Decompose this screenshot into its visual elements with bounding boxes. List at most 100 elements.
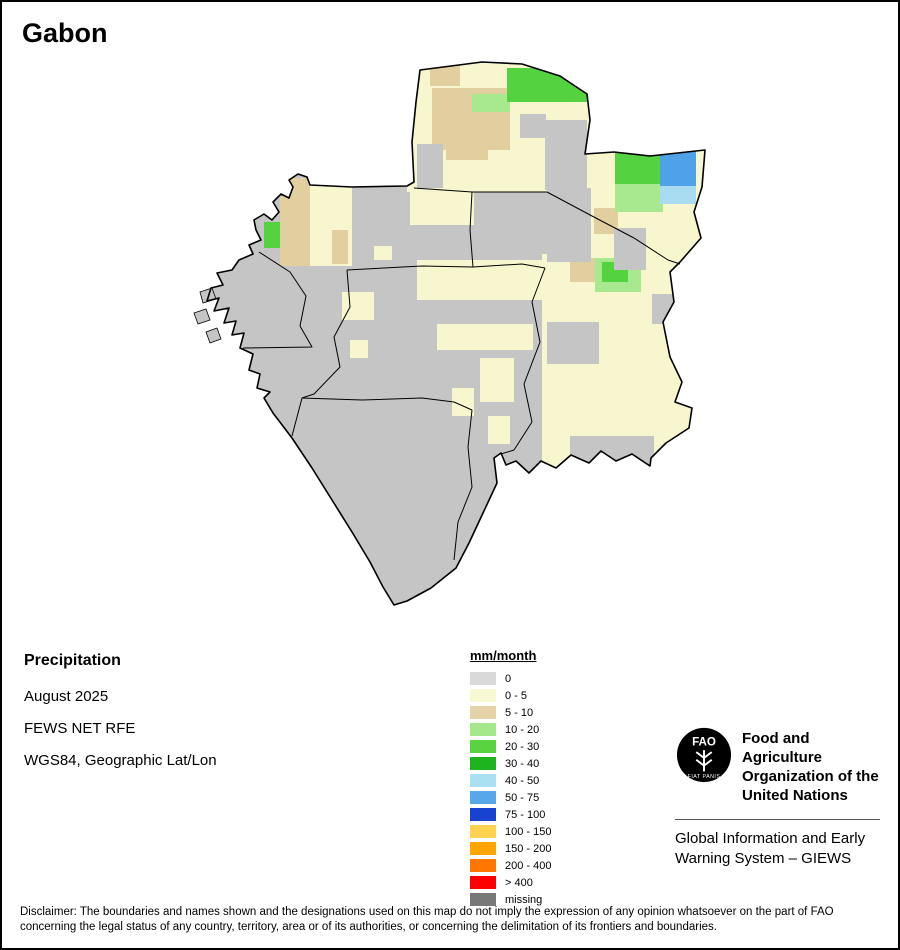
legend-swatch	[470, 672, 496, 685]
fao-name: Food and Agriculture Organization of the…	[742, 726, 887, 805]
giews-name: Global Information and Early Warning Sys…	[675, 829, 887, 869]
province-border	[500, 267, 546, 455]
brand-divider	[675, 819, 880, 820]
raster-cell	[430, 64, 460, 86]
legend-item: 30 - 40	[470, 755, 551, 772]
legend-label: 10 - 20	[505, 723, 540, 736]
legend-title: mm/month	[470, 648, 537, 663]
fao-name-line-3: United Nations	[742, 787, 848, 804]
legend-label: 40 - 50	[505, 774, 540, 787]
legend-item: 150 - 200	[470, 840, 551, 857]
legend-swatch	[470, 825, 496, 838]
legend-label: 100 - 150	[505, 825, 552, 838]
legend-swatch	[470, 808, 496, 821]
fao-logo-icon: FAO FIAT PANIS	[676, 727, 732, 783]
legend-swatch	[470, 689, 496, 702]
legend-label: 30 - 40	[505, 757, 540, 770]
legend-item: 75 - 100	[470, 806, 551, 823]
fao-name-line-2: Organization of the	[742, 768, 879, 785]
info-heading: Precipitation	[24, 652, 121, 669]
legend-swatch	[470, 859, 496, 872]
raster-cell	[547, 322, 599, 364]
legend-label: 200 - 400	[505, 859, 552, 872]
giews-line-2: Warning System – GIEWS	[675, 850, 852, 867]
legend-label: missing	[505, 893, 543, 906]
raster-cell	[480, 358, 514, 402]
raster-cell	[520, 114, 546, 138]
fao-logo-text: FAO	[692, 735, 716, 748]
raster-cell	[652, 294, 682, 324]
legend-item: 200 - 400	[470, 857, 551, 874]
legend-swatch	[470, 740, 496, 753]
raster-cell	[547, 188, 591, 262]
raster-cell	[570, 436, 654, 468]
legend-item: 0	[470, 670, 551, 687]
legend-label: 20 - 30	[505, 740, 540, 753]
legend-item: 40 - 50	[470, 772, 551, 789]
raster-cell	[350, 340, 368, 358]
legend-item: 10 - 20	[470, 721, 551, 738]
giews-line-1: Global Information and Early	[675, 830, 866, 847]
raster-cell	[488, 416, 510, 444]
fao-name-line-1: Food and Agriculture	[742, 730, 823, 766]
province-border	[546, 191, 681, 265]
raster-cell	[452, 388, 474, 416]
legend-label: 5 - 10	[505, 706, 534, 719]
raster-cell	[446, 134, 488, 160]
country-title: Gabon	[22, 18, 108, 48]
fao-brand-row: FAO FIAT PANIS Food and Agriculture Orga…	[675, 726, 887, 805]
fao-branding: FAO FIAT PANIS Food and Agriculture Orga…	[675, 726, 887, 869]
map-info-block: Precipitation August 2025 FEWS NET RFE W…	[24, 652, 217, 784]
raster-cell	[374, 246, 392, 260]
legend-label: 0	[505, 672, 512, 685]
info-projection: WGS84, Geographic Lat/Lon	[24, 752, 217, 769]
raster-cell	[410, 187, 474, 225]
legend-label: 0 - 5	[505, 689, 528, 702]
coastal-islet	[193, 308, 211, 325]
raster-cell	[437, 324, 533, 350]
country-outline	[206, 61, 706, 606]
info-date: August 2025	[24, 688, 109, 705]
legend-swatch	[470, 706, 496, 719]
disclaimer-text: Disclaimer: The boundaries and names sho…	[20, 906, 834, 933]
legend-swatch	[470, 757, 496, 770]
raster-cell	[660, 184, 696, 204]
province-border	[469, 191, 474, 268]
raster-cell	[264, 222, 280, 248]
legend-swatch	[470, 893, 496, 906]
legend: mm/month 0 0 - 5 5 - 10 10 - 20 20 - 30 30 - …	[470, 648, 551, 908]
province-border	[301, 397, 473, 411]
province-border	[242, 251, 313, 349]
legend-label: 75 - 100	[505, 808, 546, 821]
legend-item: 5 - 10	[470, 704, 551, 721]
legend-swatch	[470, 723, 496, 736]
legend-swatch	[470, 791, 496, 804]
legend-label: > 400	[505, 876, 533, 889]
raster-cell	[545, 120, 587, 190]
legend-label: 50 - 75	[505, 791, 540, 804]
coastal-islet	[205, 327, 222, 344]
legend-swatch	[470, 774, 496, 787]
legend-items: 0 0 - 5 5 - 10 10 - 20 20 - 30 30 - 40 40 - 50…	[470, 670, 551, 908]
raster-cell	[472, 94, 510, 112]
legend-label: 150 - 200	[505, 842, 552, 855]
wheat-ear-icon	[695, 751, 713, 767]
legend-item: 20 - 30	[470, 738, 551, 755]
raster-cell	[614, 228, 646, 270]
legend-swatch	[470, 842, 496, 855]
raster-cell	[417, 144, 443, 188]
legend-swatch	[470, 876, 496, 889]
legend-item: 0 - 5	[470, 687, 551, 704]
province-border	[453, 409, 473, 561]
legend-item: missing	[470, 891, 551, 908]
raster-cell	[507, 68, 587, 102]
province-border	[346, 263, 546, 271]
legend-item: 100 - 150	[470, 823, 551, 840]
legend-item: > 400	[470, 874, 551, 891]
info-source: FEWS NET RFE	[24, 720, 136, 737]
raster-cell	[615, 182, 663, 212]
raster-cell	[342, 292, 374, 320]
legend-item: 50 - 75	[470, 789, 551, 806]
